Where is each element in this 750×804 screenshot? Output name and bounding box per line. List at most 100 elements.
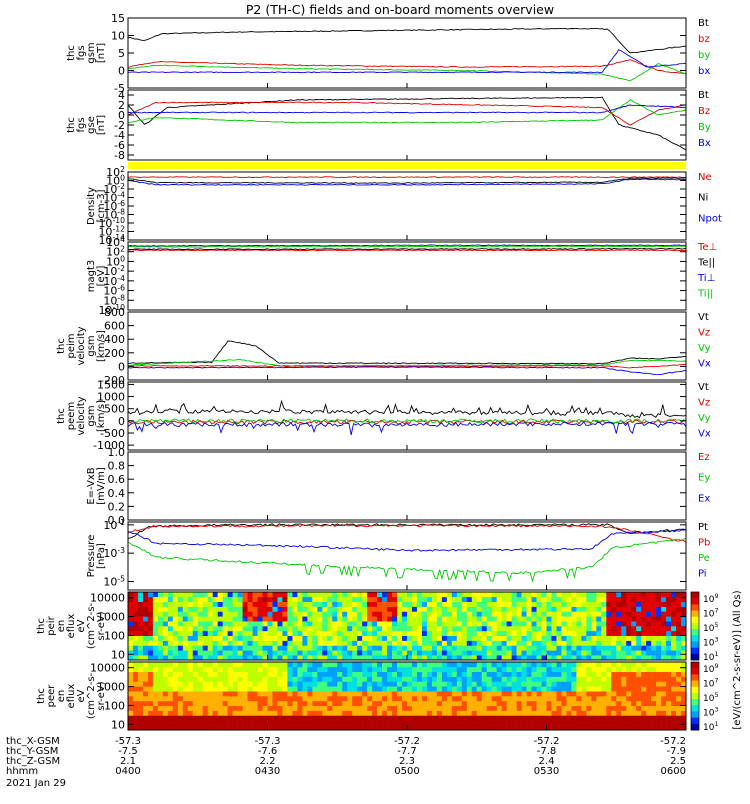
- ephemeris-row-label: thc_Y-GSM: [6, 746, 58, 757]
- ytick-label-fgs_gsm: 15: [111, 12, 125, 25]
- ytick-label-peem_velocity: 0: [118, 415, 125, 428]
- legend-density-0: Ne: [698, 172, 712, 183]
- ylabel-line-efield: [mV/m]: [96, 467, 107, 505]
- legend-fgs_gsm-3: bx: [698, 66, 710, 77]
- legend-temperature-3: Ti||: [697, 289, 713, 300]
- ytick-label-density: 10-2: [103, 182, 125, 196]
- ylabel-line-peem_velocity: peem: [66, 402, 77, 430]
- ytick-label-peir_eflux: 1000: [97, 611, 125, 624]
- ylabel-line-peir_eflux: en: [56, 620, 67, 633]
- legend-fgs_gsm-0: Bt: [698, 18, 709, 29]
- ephemeris-value: -57.2: [394, 736, 420, 747]
- panel-frame-temperature: [127, 241, 687, 311]
- ephemeris-value: -57.3: [115, 736, 141, 747]
- legend-fgs_gse-3: Bx: [698, 138, 711, 149]
- ytick-label-pressure: 10-3: [103, 546, 125, 560]
- ytick-label-density: 10-14: [98, 233, 125, 247]
- panel-efield: 1.00.80.60.40.20.0 E=-VxB [mV/m] Ez Ey Ex: [86, 446, 710, 527]
- ytick-label-peir_eflux: 10000: [90, 592, 125, 605]
- ephemeris-value: -7.6: [258, 746, 278, 757]
- panel-frame-pressure: [127, 521, 687, 591]
- ylabel-line-peim_velocity: velocity: [76, 326, 87, 365]
- ylabel-line-peim_velocity: [km/s]: [96, 330, 107, 362]
- series-line-density-0: [127, 176, 686, 178]
- legend-temperature-0: Te⊥: [697, 242, 717, 253]
- series-line-density-2: [127, 178, 687, 186]
- series-line-temperature-3: [127, 245, 687, 248]
- ylabel-line-peer_eflux: sr-eV): [96, 681, 107, 710]
- ephemeris-value: -57.3: [255, 736, 281, 747]
- series-line-fgs_gsm-0: [127, 27, 687, 54]
- ylabel-line-efield: E=-VxB: [86, 467, 97, 504]
- spectrogram-peer_eflux: [128, 662, 687, 731]
- ylabel-line-fgs_gsm: fgs: [76, 45, 87, 60]
- ytick-label-peem_velocity: 1500: [97, 378, 125, 391]
- ylabel-line-peem_velocity: velocity: [76, 396, 87, 435]
- legend-fgs_gse-0: Bt: [698, 90, 709, 101]
- ylabel-line-temperature: [eV]: [96, 266, 107, 287]
- legend-peem_velocity-3: Vx: [698, 429, 711, 440]
- ylabel-line-peer_eflux: en: [56, 690, 67, 703]
- ylabel-line-peir_eflux: sr-eV): [96, 611, 107, 640]
- ytick-label-peir_eflux: 100: [104, 629, 125, 642]
- ylabel-line-fgs_gse: fgs: [76, 117, 87, 132]
- panel-peer_eflux: 10000 1000 100 10 thc peer en eflux eV (cm^2-s-sr…: [36, 661, 718, 733]
- ytick-label-peim_velocity: 600: [104, 320, 125, 333]
- ytick-label-fgs_gse: 4: [118, 89, 125, 102]
- legend-efield-1: Ey: [698, 473, 710, 484]
- ytick-label-efield: 0.6: [108, 473, 126, 486]
- colorbar-tick-peir_eflux: 105: [703, 622, 718, 634]
- ylabel-line-peim_velocity: gsm: [86, 335, 97, 356]
- legend-peem_velocity-0: Vt: [698, 382, 709, 393]
- ylabel-line-peer_eflux: eflux: [66, 684, 77, 709]
- series-line-peem_velocity-3: [127, 421, 687, 435]
- ytick-label-peim_velocity: 800: [104, 306, 125, 319]
- series-line-peim_velocity-2: [127, 358, 687, 367]
- ytick-label-fgs_gsm: 0: [118, 65, 125, 78]
- ytick-label-temperature: 10-4: [103, 274, 125, 288]
- ephemeris-value: 2.3: [399, 756, 415, 767]
- ytick-label-density: 10-6: [103, 199, 125, 213]
- ytick-label-fgs_gse: -2: [114, 119, 125, 132]
- ephemeris-value: 2.2: [260, 756, 276, 767]
- panel-density: 10210010-210-410-610-810-1010-1210-14Den…: [86, 165, 722, 247]
- legend-pressure-3: Pi: [698, 569, 707, 580]
- ytick-label-peer_eflux: 100: [104, 699, 125, 712]
- ephemeris-value: -7.8: [537, 746, 557, 757]
- ytick-label-peer_eflux: 1000: [97, 681, 125, 694]
- ylabel-line-pressure: Pressure: [86, 535, 97, 578]
- series-line-fgs_gse-0: [127, 96, 687, 151]
- legend-peim_velocity-1: Vz: [698, 328, 710, 339]
- colorbar-tick-peir_eflux: 107: [703, 608, 718, 620]
- panel-pressure: 10-1 10-3 10-5 Pressure [nPa] Pt Pb Pe Pi: [86, 518, 710, 591]
- ylabel-line-pressure: [nPa]: [96, 543, 107, 569]
- series-line-temperature-1: [127, 248, 687, 251]
- ytick-label-fgs_gsm: 5: [118, 47, 125, 60]
- ylabel-line-peem_velocity: gsm: [86, 405, 97, 426]
- series-line-peim_velocity-0: [128, 340, 687, 365]
- ylabel-line-density: [cm-3]: [96, 189, 107, 222]
- ylabel-line-fgs_gse: gse: [86, 116, 97, 134]
- panel-peir_eflux: 10000 1000 100 10 thc peir en eflux eV (cm^2-s-sr…: [36, 591, 718, 663]
- legend-density-1: Ni: [698, 193, 708, 204]
- ylabel-line-peem_velocity: thc: [56, 408, 67, 424]
- legend-fgs_gsm-2: by: [698, 50, 710, 61]
- ephemeris-row-label: hhmm: [6, 766, 38, 777]
- ylabel-line-fgs_gsm: thc: [66, 45, 77, 61]
- flag-bar: [128, 162, 686, 169]
- ytick-label-efield: 0.0: [108, 514, 126, 527]
- ytick-label-efield: 0.2: [108, 500, 126, 513]
- ytick-label-temperature: 10-8: [103, 293, 125, 307]
- ytick-label-temperature: 10-2: [103, 264, 125, 278]
- colorbar-frame-peir_eflux: [690, 591, 700, 661]
- ytick-label-density: 10-8: [103, 208, 125, 222]
- ephemeris-value: 0400: [115, 766, 140, 777]
- series-line-fgs_gse-3: [127, 104, 687, 114]
- ytick-label-pressure: 10-1: [103, 518, 125, 532]
- ylabel-line-peir_eflux: thc: [36, 618, 47, 634]
- ephemeris-row-label: thc_X-GSM: [6, 736, 60, 747]
- colorbar-tick-peer_eflux: 107: [703, 678, 718, 690]
- ephemeris-table: thc_X-GSM -57.3 -57.3 -57.2 -57.2 -57.2 thc_Y-…: [6, 736, 686, 777]
- colorbar-tick-peer_eflux: 105: [703, 692, 718, 704]
